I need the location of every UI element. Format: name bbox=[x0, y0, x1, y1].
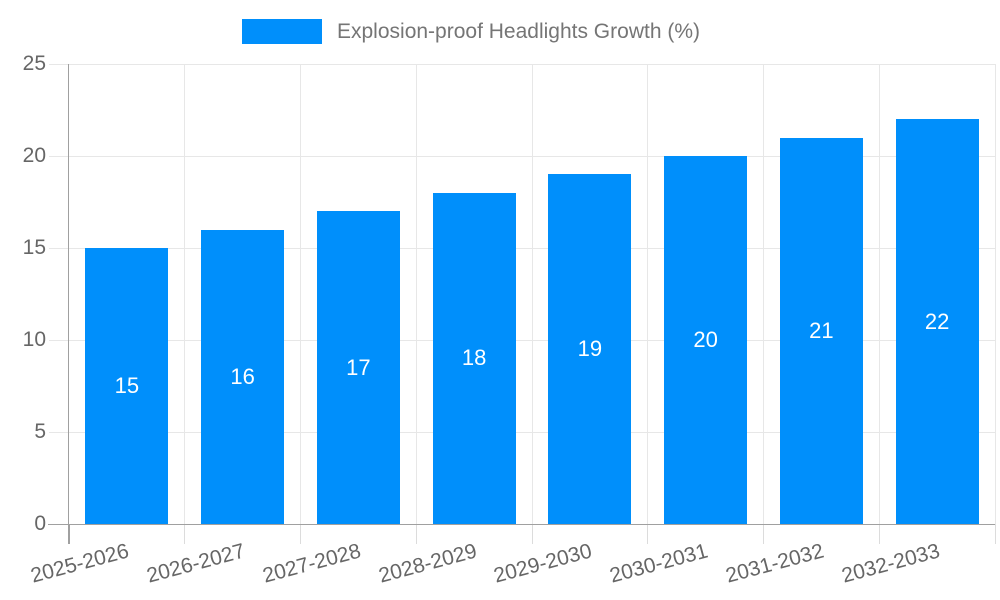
bar[interactable]: 15 bbox=[85, 248, 169, 524]
bar[interactable]: 17 bbox=[316, 211, 400, 524]
x-axis-tick bbox=[763, 524, 764, 544]
plot-area: 0 5 10 15 20 25 15 16 17 18 19 20 21 22 2025-2026 2026-… bbox=[23, 52, 996, 588]
bar-value-label: 15 bbox=[114, 373, 140, 398]
y-axis-tick bbox=[49, 431, 69, 433]
y-tick-label: 20 bbox=[22, 144, 46, 167]
x-tick-label: 2026-2027 bbox=[144, 539, 248, 588]
gridline-vertical bbox=[647, 64, 649, 524]
y-axis-tick bbox=[49, 247, 69, 249]
x-axis-tick bbox=[647, 524, 649, 544]
x-axis-tick bbox=[994, 524, 996, 544]
x-axis-tick bbox=[878, 524, 880, 544]
y-tick-label: 15 bbox=[22, 236, 46, 259]
gridline-vertical bbox=[300, 64, 301, 524]
gridline-vertical bbox=[763, 64, 764, 524]
x-tick-label: 2030-2031 bbox=[607, 539, 711, 588]
gridline-vertical bbox=[994, 64, 996, 524]
gridline-vertical bbox=[878, 64, 880, 524]
gridline-vertical bbox=[531, 64, 533, 524]
bar-value-label: 20 bbox=[693, 327, 718, 352]
bar-value-label: 21 bbox=[809, 317, 834, 343]
y-axis-line bbox=[68, 64, 69, 544]
y-axis-tick bbox=[49, 63, 69, 65]
gridline-vertical bbox=[415, 64, 417, 524]
x-tick-label: 2029-2030 bbox=[491, 539, 595, 588]
x-axis-tick bbox=[415, 524, 417, 544]
x-tick-label: 2031-2032 bbox=[723, 539, 827, 588]
x-tick-label: 2032-2033 bbox=[839, 539, 942, 588]
x-axis-line bbox=[48, 524, 995, 525]
y-tick-label: 25 bbox=[22, 52, 46, 75]
y-tick-label: 5 bbox=[34, 420, 46, 443]
legend-swatch bbox=[242, 19, 322, 44]
bar[interactable]: 19 bbox=[548, 174, 632, 524]
bar-value-label: 19 bbox=[577, 336, 603, 362]
bar-value-label: 18 bbox=[461, 345, 487, 371]
x-tick-label: 2028-2029 bbox=[376, 539, 479, 588]
bar[interactable]: 22 bbox=[895, 119, 979, 524]
bar-value-label: 17 bbox=[346, 354, 371, 380]
x-tick-label: 2027-2028 bbox=[260, 539, 364, 588]
y-tick-label: 10 bbox=[22, 328, 46, 351]
bar[interactable]: 16 bbox=[201, 229, 285, 524]
legend-label: Explosion-proof Headlights Growth (%) bbox=[337, 20, 700, 43]
y-axis-tick bbox=[49, 339, 69, 341]
x-axis-tick bbox=[68, 524, 70, 544]
bar[interactable]: 20 bbox=[664, 156, 748, 524]
x-axis-tick bbox=[531, 524, 533, 544]
bar[interactable]: 18 bbox=[432, 192, 516, 524]
y-axis-tick bbox=[49, 155, 69, 157]
bar[interactable]: 21 bbox=[779, 137, 863, 524]
x-tick-label: 2025-2026 bbox=[28, 539, 132, 588]
bar-value-label: 22 bbox=[924, 308, 950, 334]
y-tick-label: 0 bbox=[34, 512, 46, 535]
bar-value-label: 16 bbox=[230, 363, 255, 389]
x-axis-tick bbox=[184, 524, 186, 544]
gridline-vertical bbox=[184, 64, 186, 524]
x-axis-tick bbox=[300, 524, 301, 544]
legend[interactable]: Explosion-proof Headlights Growth (%) bbox=[242, 19, 700, 44]
